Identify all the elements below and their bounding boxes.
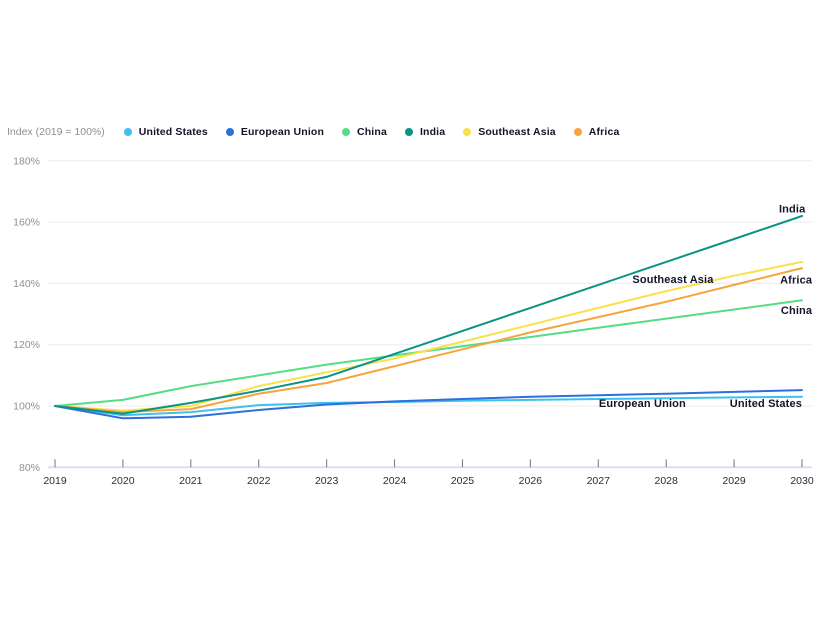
legend-dot-european-union-icon bbox=[225, 128, 234, 136]
legend-dot-africa-icon bbox=[573, 128, 582, 136]
line-label-africa: Africa bbox=[780, 275, 813, 287]
line-label-china: China bbox=[781, 305, 813, 317]
x-tick-label-2025: 2025 bbox=[451, 475, 475, 487]
x-tick-label-2022: 2022 bbox=[247, 475, 271, 487]
x-tick-label-2029: 2029 bbox=[722, 475, 746, 487]
legend-items: United States European Union China India Sou… bbox=[123, 126, 620, 138]
chart-legend: Index (2019 = 100%) United States Europea… bbox=[7, 126, 619, 138]
index-axis-label: Index (2019 = 100%) bbox=[7, 126, 105, 138]
line-label-european-union: European Union bbox=[599, 398, 686, 410]
series-line-european-union bbox=[54, 389, 803, 420]
x-tick-label-2027: 2027 bbox=[587, 475, 611, 487]
y-tick-label-140: 140% bbox=[13, 278, 40, 290]
legend-label-southeast-asia: Southeast Asia bbox=[478, 126, 556, 138]
x-tick-label-2030: 2030 bbox=[790, 475, 814, 487]
y-tick-label-100: 100% bbox=[13, 401, 40, 413]
gridlines-group: 180% 160% 140% 120% 100% 80% bbox=[13, 155, 812, 474]
legend-dot-united-states-icon bbox=[123, 128, 132, 136]
x-tick-label-2020: 2020 bbox=[111, 475, 135, 487]
legend-item-southeast-asia[interactable]: Southeast Asia bbox=[463, 126, 556, 138]
series-group bbox=[54, 215, 803, 420]
y-tick-label-180: 180% bbox=[13, 155, 40, 167]
legend-label-africa: Africa bbox=[588, 126, 620, 138]
x-tick-label-2021: 2021 bbox=[179, 475, 203, 487]
legend-label-india: India bbox=[419, 126, 446, 138]
series-line-india bbox=[54, 215, 803, 415]
legend-item-united-states[interactable]: United States bbox=[123, 126, 208, 138]
legend-label-european-union: European Union bbox=[240, 126, 325, 138]
x-tick-label-2028: 2028 bbox=[655, 475, 679, 487]
y-tick-label-120: 120% bbox=[13, 339, 40, 351]
series-line-africa bbox=[54, 267, 803, 414]
legend-label-china: China bbox=[357, 126, 387, 138]
legend-dot-india-icon bbox=[404, 128, 413, 136]
line-label-united-states: United States bbox=[730, 398, 802, 410]
line-label-india: India bbox=[779, 203, 806, 215]
line-labels-group: India Southeast Asia Africa China European U… bbox=[599, 203, 813, 410]
y-tick-label-80: 80% bbox=[19, 462, 40, 474]
x-tick-label-2026: 2026 bbox=[519, 475, 543, 487]
series-line-southeast-asia bbox=[54, 260, 803, 412]
legend-item-china[interactable]: China bbox=[342, 126, 387, 138]
legend-item-africa[interactable]: Africa bbox=[573, 126, 620, 138]
series-line-china bbox=[54, 299, 803, 407]
legend-dot-china-icon bbox=[342, 128, 351, 136]
legend-label-united-states: United States bbox=[138, 126, 208, 138]
legend-item-india[interactable]: India bbox=[404, 126, 446, 138]
legend-item-european-union[interactable]: European Union bbox=[225, 126, 325, 138]
series-line-united-states bbox=[54, 395, 803, 417]
legend-dot-southeast-asia-icon bbox=[463, 128, 472, 136]
line-label-southeast-asia: Southeast Asia bbox=[632, 274, 714, 286]
x-tick-label-2019: 2019 bbox=[43, 475, 67, 487]
x-axis: 2019 2020 2021 2022 2023 2024 2025 2026 2027 2028… bbox=[43, 459, 814, 487]
x-tick-label-2023: 2023 bbox=[315, 475, 339, 487]
x-tick-label-2024: 2024 bbox=[383, 475, 407, 487]
y-tick-label-160: 160% bbox=[13, 217, 40, 229]
